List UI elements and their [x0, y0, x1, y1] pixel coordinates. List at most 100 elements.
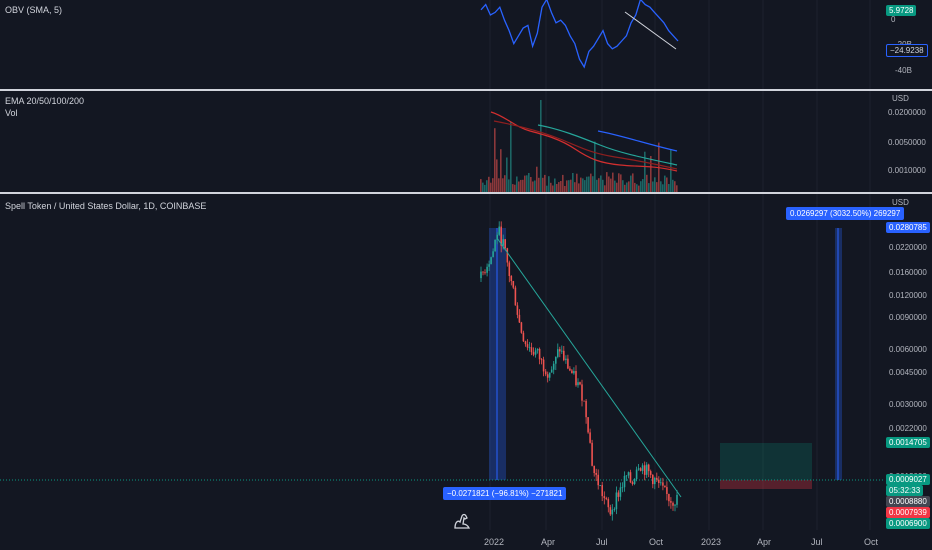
candle-body-68 — [617, 492, 620, 497]
volume-bar-15 — [510, 122, 512, 192]
volume-bar-39 — [558, 182, 560, 192]
volume-bar-73 — [626, 182, 628, 192]
volume-bar-37 — [554, 178, 556, 192]
candle-body-35 — [550, 369, 553, 373]
pane-separator-2[interactable] — [0, 192, 932, 194]
candle-body-25 — [530, 347, 533, 353]
time-axis[interactable] — [0, 530, 885, 550]
tradingview-logo-icon — [454, 513, 471, 529]
volume-bar-97 — [674, 181, 676, 192]
ema-plot[interactable] — [0, 91, 885, 192]
pane-separator-1[interactable] — [0, 89, 932, 91]
volume-bar-98 — [676, 185, 678, 192]
volume-bar-52 — [584, 180, 586, 192]
ema-200-line — [597, 130, 678, 152]
volume-bar-29 — [538, 177, 540, 192]
candle-body-50 — [581, 384, 583, 401]
volume-bar-26 — [532, 181, 534, 192]
volume-bar-3 — [486, 180, 488, 192]
time-tick-2022: 2022 — [484, 537, 505, 547]
candle-body-24 — [528, 347, 531, 349]
volume-bar-91 — [662, 184, 664, 192]
vol-legend: Vol — [5, 108, 18, 118]
price-tick-0: 0.0220000 — [889, 243, 927, 252]
candle-body-40 — [561, 350, 563, 352]
volume-bar-82 — [644, 151, 646, 192]
candle-body-51 — [583, 400, 585, 402]
candle-body-21 — [522, 332, 525, 342]
candle-body-2 — [484, 272, 486, 274]
volume-bar-10 — [500, 149, 502, 192]
last-price-tag: 0.0009027 — [886, 474, 930, 485]
candle-body-97 — [676, 494, 678, 505]
candle-body-55 — [591, 442, 593, 466]
candle-body-56 — [593, 465, 595, 473]
candle-body-83 — [647, 464, 650, 472]
candle-body-88 — [658, 479, 660, 483]
candle-body-44 — [569, 368, 571, 371]
price-tick-4: 0.0060000 — [889, 345, 927, 354]
price-plot[interactable] — [0, 194, 885, 530]
volume-bar-79 — [638, 185, 640, 192]
volume-bar-34 — [548, 176, 550, 192]
candle-body-7 — [494, 239, 496, 252]
volume-bar-58 — [596, 179, 598, 192]
candle-body-84 — [649, 471, 652, 475]
volume-bar-59 — [598, 178, 600, 192]
volume-bar-0 — [480, 179, 482, 192]
candle-body-6 — [492, 251, 494, 258]
volume-bar-78 — [636, 184, 638, 192]
volume-bar-16 — [512, 184, 514, 192]
volume-bar-83 — [646, 174, 648, 192]
candle-body-92 — [666, 487, 668, 494]
measure-up-label[interactable]: 0.0269297 (3032.50%) 269297 — [786, 207, 905, 220]
candle-body-13 — [506, 248, 509, 263]
candle-body-58 — [597, 474, 599, 486]
price-title: Spell Token / United States Dollar, 1D, … — [5, 201, 207, 211]
measure-down-label[interactable]: −0.0271821 (−96.81%) −271821 — [443, 487, 567, 500]
candle-body-59 — [599, 485, 601, 486]
volume-bar-96 — [672, 179, 674, 192]
candle-body-4 — [488, 264, 490, 267]
candle-body-86 — [654, 477, 656, 485]
descending-trendline — [496, 237, 682, 498]
volume-bar-13 — [506, 157, 508, 192]
candle-body-57 — [595, 473, 597, 475]
candle-body-3 — [486, 266, 488, 273]
obv-plot[interactable] — [0, 0, 885, 89]
volume-bar-81 — [642, 179, 644, 192]
volume-bar-1 — [482, 182, 484, 192]
ema-tick-1: 0.0050000 — [888, 138, 926, 147]
candle-body-34 — [548, 372, 551, 378]
obv-legend: OBV (SMA, 5) — [5, 5, 63, 15]
volume-bar-63 — [606, 172, 608, 192]
volume-bar-75 — [630, 175, 632, 192]
volume-bar-40 — [560, 181, 562, 192]
candle-body-72 — [625, 475, 628, 477]
volume-bar-5 — [490, 182, 492, 192]
long-target-zone — [720, 443, 812, 480]
obv-tick-0: 0 — [891, 15, 896, 24]
candle-body-91 — [664, 485, 666, 488]
candle-body-53 — [587, 417, 589, 433]
candle-body-32 — [544, 371, 547, 375]
ema-100-line — [537, 124, 678, 166]
volume-bar-12 — [504, 175, 506, 192]
volume-bar-51 — [582, 178, 584, 192]
candle-body-8 — [496, 234, 498, 240]
obv-trendline — [624, 11, 677, 50]
volume-bar-72 — [624, 184, 626, 192]
volume-bar-38 — [556, 184, 558, 192]
candle-body-65 — [611, 509, 614, 515]
volume-bar-36 — [552, 185, 554, 192]
candle-body-79 — [639, 468, 642, 471]
volume-bar-41 — [562, 174, 564, 192]
volume-bar-53 — [586, 176, 588, 192]
candle-body-62 — [605, 498, 608, 500]
candle-body-73 — [627, 472, 630, 476]
volume-bar-87 — [654, 177, 656, 192]
volume-bar-6 — [492, 178, 494, 192]
volume-bar-65 — [610, 178, 612, 192]
candle-body-22 — [524, 341, 527, 345]
volume-bar-46 — [572, 173, 574, 192]
